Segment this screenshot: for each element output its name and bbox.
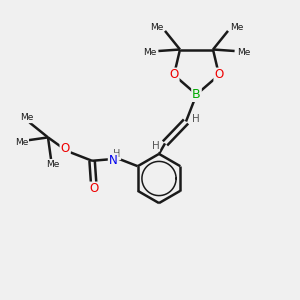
Text: O: O	[61, 142, 70, 155]
Text: Me: Me	[230, 23, 243, 32]
Text: H: H	[152, 141, 159, 151]
Text: O: O	[214, 68, 224, 82]
Text: Me: Me	[143, 48, 156, 57]
Text: O: O	[89, 182, 98, 196]
Text: Me: Me	[15, 138, 28, 147]
Text: H: H	[113, 149, 120, 159]
Text: O: O	[169, 68, 178, 82]
Text: B: B	[192, 88, 201, 101]
Text: Me: Me	[46, 160, 59, 169]
Text: Me: Me	[237, 48, 250, 57]
Text: Me: Me	[20, 113, 33, 122]
Text: H: H	[192, 113, 200, 124]
Text: Me: Me	[150, 23, 163, 32]
Text: N: N	[109, 154, 118, 167]
